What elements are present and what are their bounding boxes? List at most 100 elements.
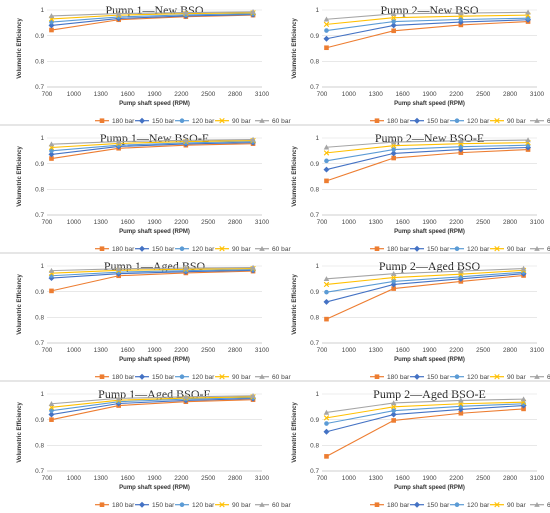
legend-label: 120 bar: [467, 502, 490, 509]
legend-item: 180 bar: [95, 118, 135, 125]
data-point: [324, 178, 329, 184]
legend-item: 60 bar: [255, 117, 292, 125]
data-point: [48, 267, 55, 273]
legend-item: 90 bar: [215, 246, 252, 253]
y-tick-label: 0.7: [310, 212, 319, 219]
x-axis-title: Pump shaft speed (RPM): [394, 101, 465, 107]
y-axis-title: Volumetric Efficiency: [17, 18, 23, 79]
series-line: [326, 139, 529, 148]
legend: 180 bar 150 bar 120 bar 90 bar 60 bar: [95, 373, 292, 381]
legend-label: 180 bar: [112, 374, 135, 381]
y-axis-title: Volumetric Efficiency: [17, 402, 23, 463]
y-axis-title: Volumetric Efficiency: [292, 274, 298, 335]
data-point: [457, 19, 464, 26]
x-tick-label: 1000: [67, 475, 82, 482]
legend-swatch-marker: [139, 117, 145, 124]
legend: 180 bar 150 bar 120 bar 90 bar 60 bar: [95, 117, 292, 125]
legend-swatch-marker: [374, 118, 380, 123]
y-tick-label: 1: [315, 391, 319, 398]
series-line: [326, 149, 529, 182]
y-tick-label: 0.8: [35, 443, 44, 450]
x-axis-title: Pump shaft speed (RPM): [394, 357, 465, 363]
legend-label: 180 bar: [387, 502, 410, 509]
x-tick-label: 2800: [228, 91, 243, 98]
x-tick-label: 1900: [147, 347, 162, 354]
legend-swatch-marker: [99, 502, 105, 507]
legend-label: 120 bar: [467, 374, 490, 381]
data-point: [391, 286, 396, 291]
legend-label: 120 bar: [192, 374, 215, 381]
data-point: [324, 289, 329, 295]
y-tick-label: 0.8: [310, 187, 319, 194]
x-tick-label: 1600: [121, 475, 136, 482]
x-tick-label: 1000: [67, 347, 82, 354]
legend-swatch-marker: [219, 502, 225, 508]
legend-swatch-marker: [414, 245, 420, 252]
series-180-bar: [324, 406, 526, 459]
x-tick-label: 2200: [174, 475, 189, 482]
legend-swatch-marker: [179, 374, 185, 380]
series-60-bar: [48, 136, 256, 147]
data-point: [391, 19, 396, 24]
x-axis-title: Pump shaft speed (RPM): [119, 357, 190, 363]
data-point: [49, 288, 54, 294]
x-tick-label: 1000: [342, 347, 357, 354]
legend-item: 90 bar: [490, 374, 527, 381]
y-axis-title: Volumetric Efficiency: [17, 146, 23, 207]
legend-swatch-marker: [99, 118, 105, 123]
data-point: [390, 150, 397, 157]
data-point: [49, 27, 54, 33]
series-line: [51, 268, 254, 274]
data-point: [390, 22, 397, 29]
y-axis-title: Volumetric Efficiency: [292, 146, 298, 207]
data-point: [48, 22, 55, 29]
y-tick-label: 0.7: [35, 340, 44, 347]
legend-item: 180 bar: [95, 502, 135, 509]
series-line: [326, 405, 524, 433]
legend-item: 90 bar: [215, 374, 252, 381]
x-axis-title: Pump shaft speed (RPM): [119, 229, 190, 235]
x-tick-label: 1900: [422, 475, 437, 482]
data-point: [48, 151, 55, 158]
x-tick-label: 1000: [67, 219, 82, 226]
data-point: [458, 17, 464, 22]
x-tick-label: 2500: [476, 91, 491, 98]
y-axis-title: Volumetric Efficiency: [292, 402, 298, 463]
data-point: [48, 400, 55, 406]
series-line: [51, 395, 254, 405]
y-axis-title: Volumetric Efficiency: [292, 18, 298, 79]
legend-swatch-marker: [374, 374, 380, 379]
x-tick-label: 2200: [449, 91, 464, 98]
x-tick-label: 2800: [228, 219, 243, 226]
x-tick-label: 1300: [94, 475, 109, 482]
data-point: [525, 144, 532, 151]
legend-label: 60 bar: [272, 118, 292, 125]
legend-item: 90 bar: [490, 502, 527, 509]
data-point: [525, 15, 531, 21]
data-point: [525, 9, 531, 15]
legend-swatch-marker: [494, 374, 500, 380]
legend-label: 180 bar: [112, 246, 135, 253]
series-line: [326, 19, 529, 40]
x-tick-label: 2200: [449, 347, 464, 354]
y-tick-label: 0.9: [310, 161, 319, 168]
series-line: [326, 142, 529, 154]
series-180-bar: [324, 273, 526, 322]
data-point: [250, 9, 256, 15]
legend-label: 120 bar: [467, 118, 490, 125]
series-line: [51, 143, 254, 160]
data-point: [520, 265, 527, 271]
legend: 180 bar 150 bar 120 bar 90 bar 60 bar: [370, 501, 550, 509]
legend-label: 150 bar: [427, 374, 450, 381]
series-line: [51, 13, 254, 23]
legend-swatch-marker: [534, 117, 540, 123]
legend-item: 60 bar: [255, 373, 292, 381]
data-point: [391, 28, 396, 34]
x-tick-label: 2200: [174, 347, 189, 354]
y-tick-label: 1: [315, 135, 319, 142]
y-tick-label: 0.7: [310, 468, 319, 475]
y-tick-label: 0.7: [35, 468, 44, 475]
